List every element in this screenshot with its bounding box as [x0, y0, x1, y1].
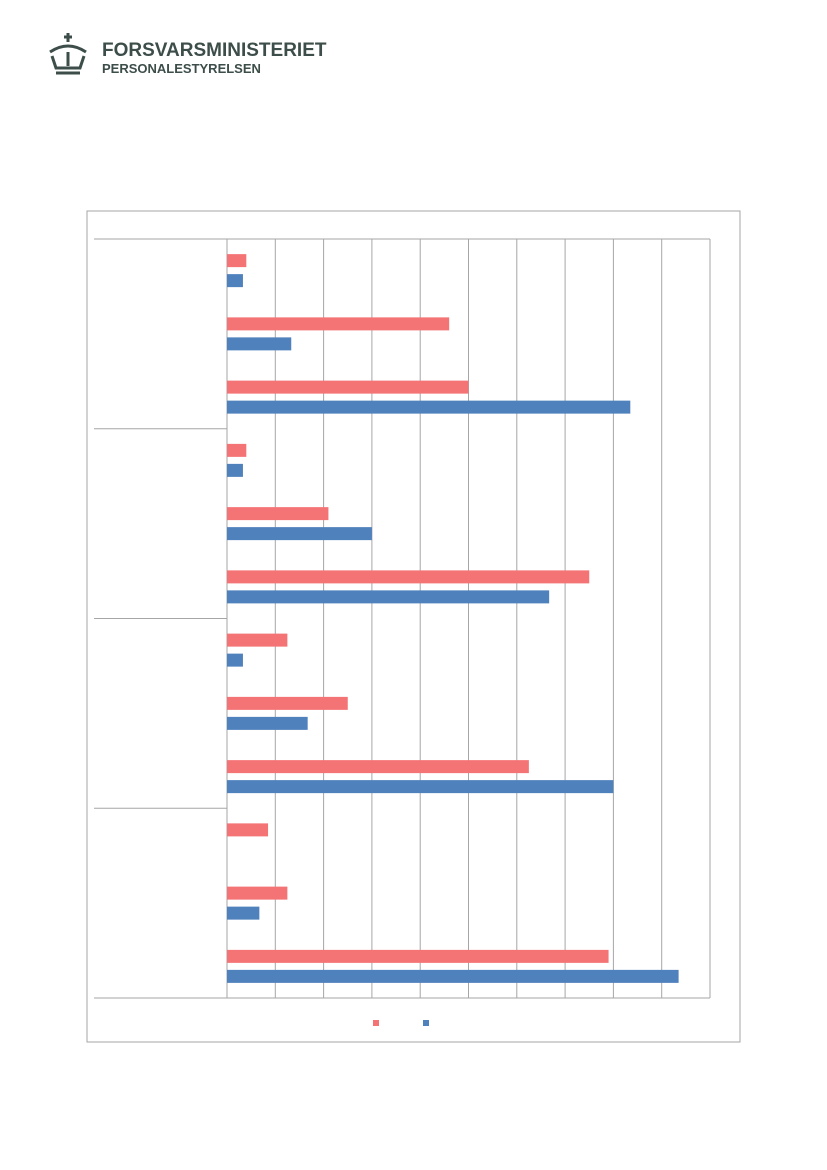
bar	[227, 949, 609, 963]
legend-marker	[373, 1020, 379, 1026]
bar	[227, 317, 450, 331]
bar	[227, 337, 292, 351]
chart	[94, 238, 711, 1026]
bar	[227, 653, 243, 667]
bar	[227, 823, 269, 837]
chart-frame	[86, 210, 741, 1043]
bar	[227, 463, 243, 477]
bar	[227, 906, 260, 920]
bar	[227, 590, 550, 604]
bar	[227, 760, 529, 774]
logo-crown	[50, 55, 86, 70]
bar	[227, 507, 329, 521]
logo-title: FORSVARSMINISTERIET	[102, 40, 327, 61]
logo-subtitle: PERSONALESTYRELSEN	[102, 61, 261, 76]
logo	[49, 33, 87, 75]
legend-marker	[423, 1020, 429, 1026]
bar	[227, 780, 614, 794]
bar	[227, 443, 247, 457]
bar	[227, 254, 247, 268]
bar	[227, 969, 679, 983]
bar	[227, 696, 348, 710]
bar	[227, 633, 288, 647]
bar	[227, 380, 469, 394]
bar	[227, 716, 308, 730]
bar	[227, 886, 288, 900]
bar	[227, 570, 590, 584]
bar	[227, 527, 372, 541]
logo-crown	[49, 44, 87, 54]
bar	[227, 400, 631, 414]
bar	[227, 274, 243, 288]
